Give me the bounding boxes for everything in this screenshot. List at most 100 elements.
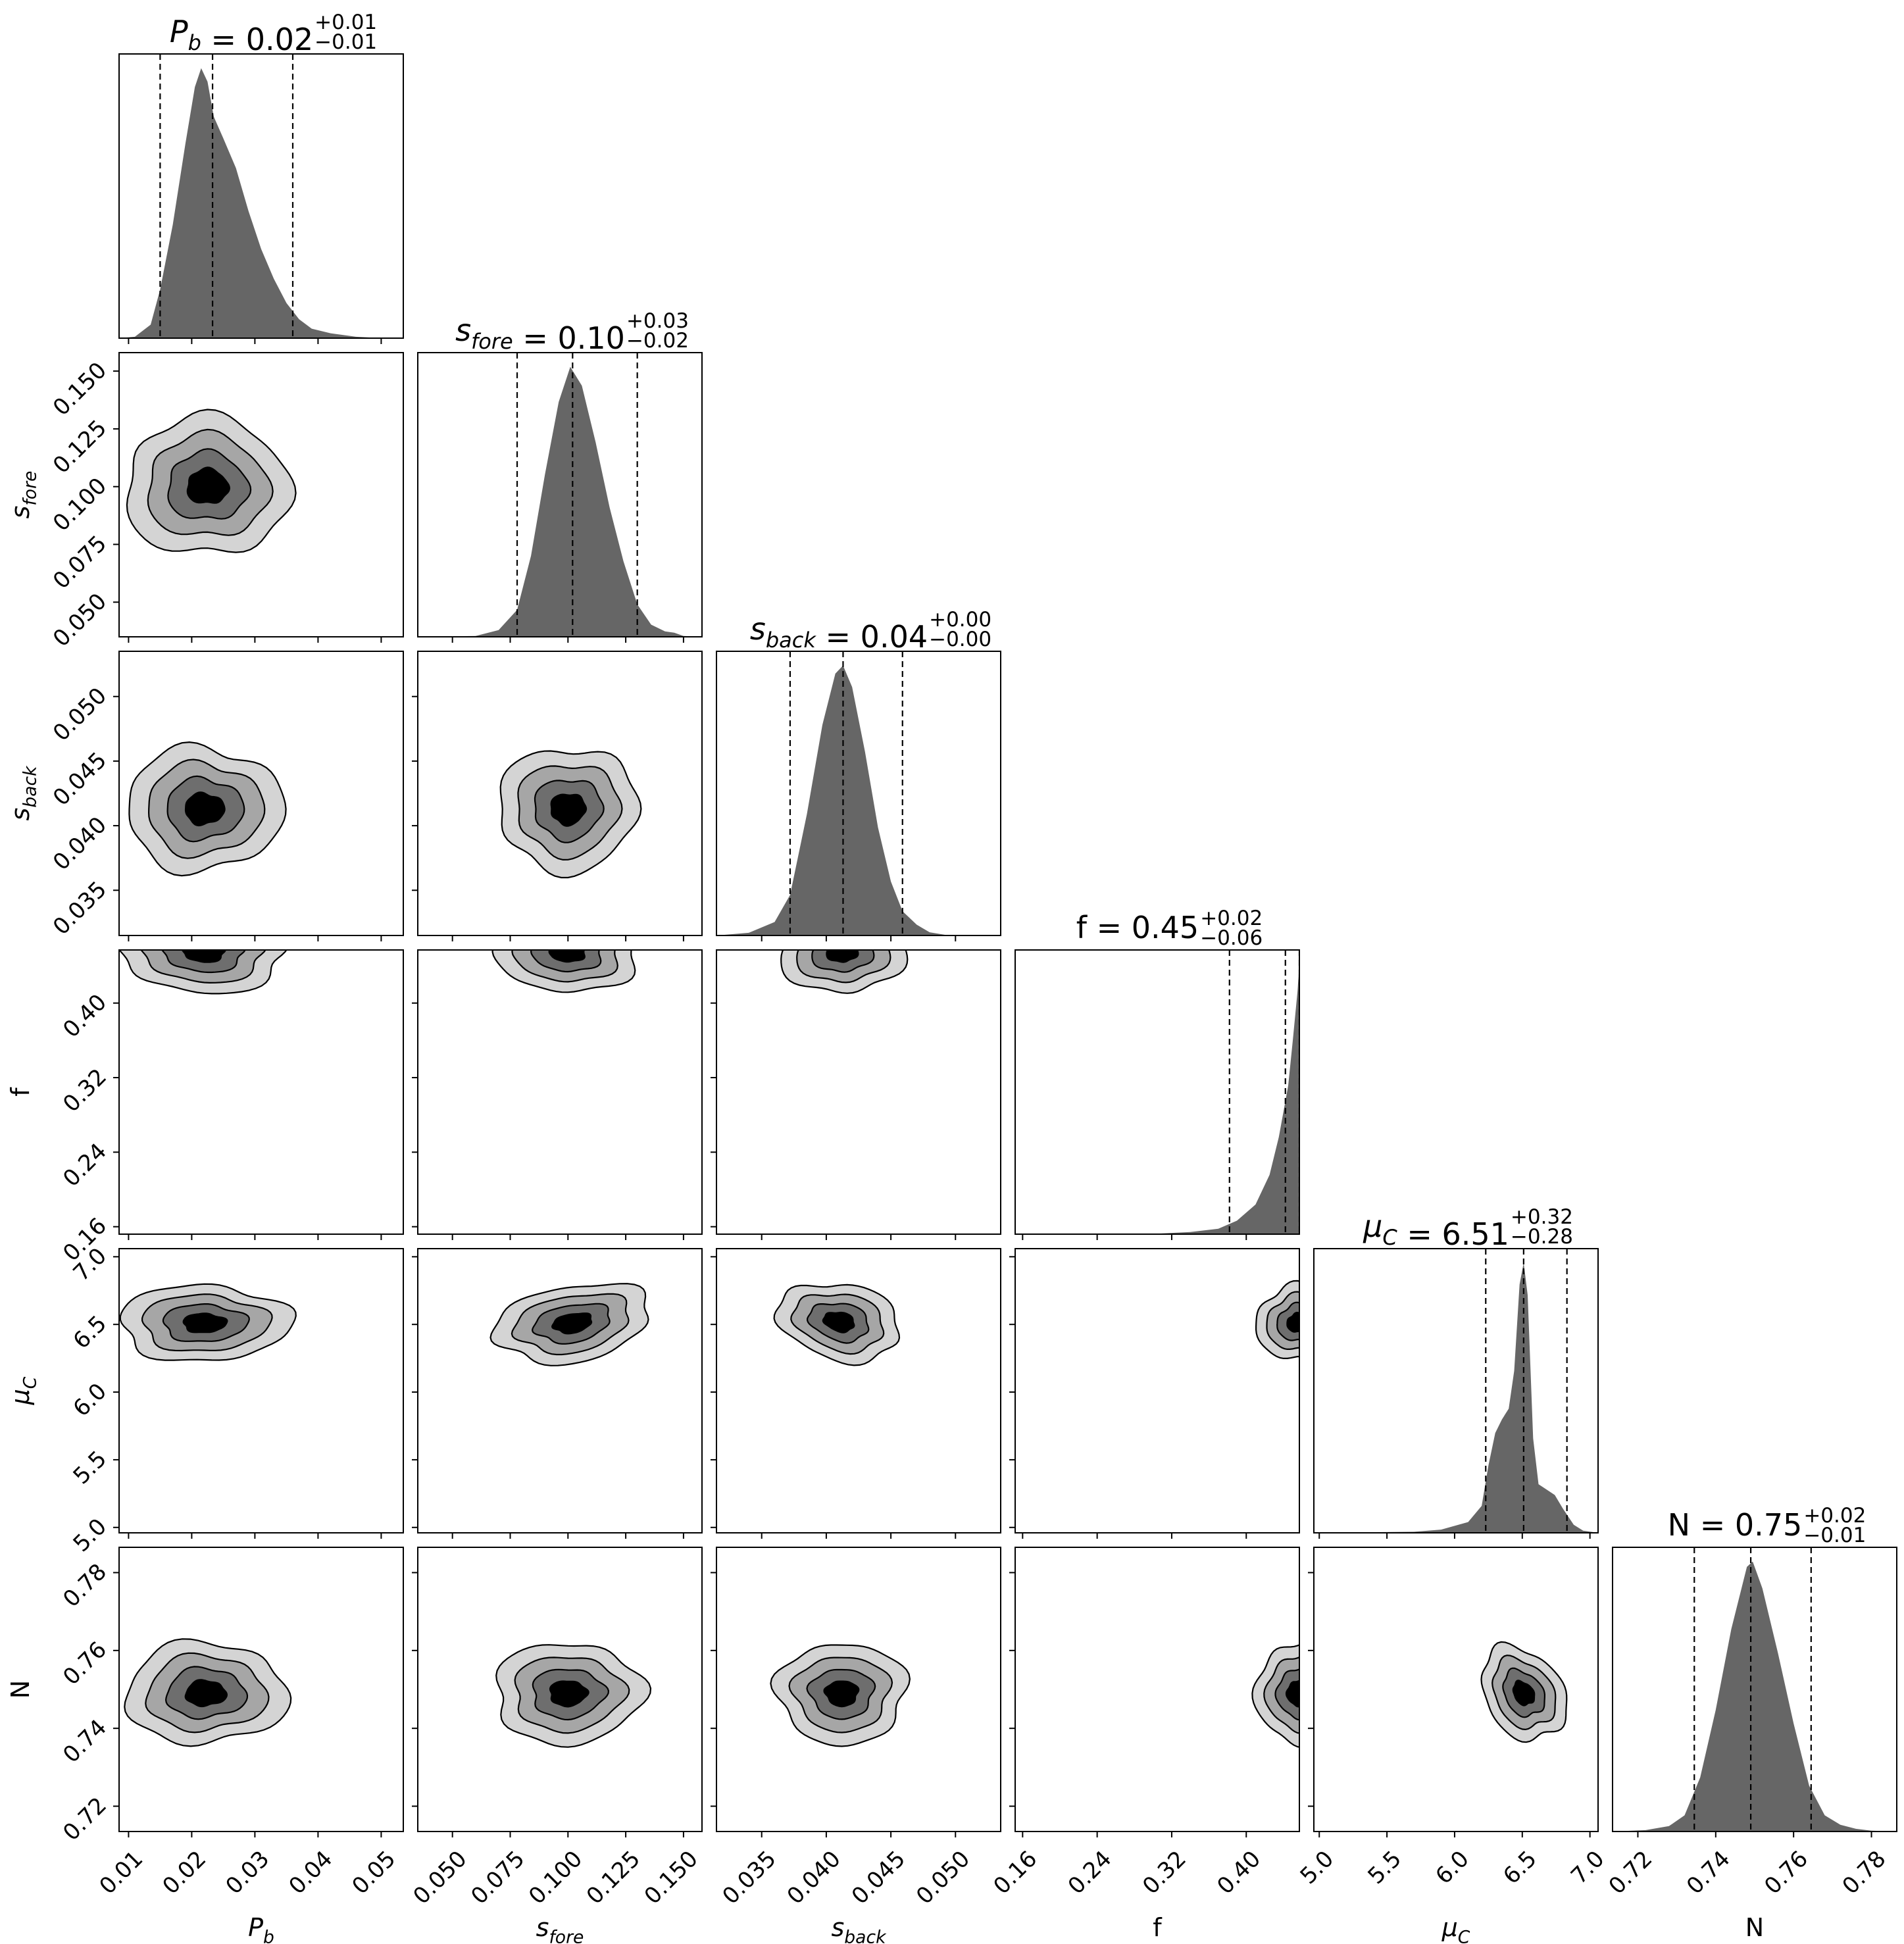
y-tick-label-sback: 0.050	[48, 683, 112, 747]
x-tick-label-Pb: 0.03	[220, 1846, 274, 1900]
panel-frame-3-3	[1015, 949, 1300, 1235]
y-tick-label-sback: 0.035	[48, 876, 112, 940]
svg-text:−0.28: −0.28	[1511, 1225, 1573, 1249]
x-tick-label-sfore: 0.150	[639, 1846, 703, 1910]
panel-frame-1-1	[417, 352, 703, 637]
x-axis-label-sback: sback	[831, 1913, 887, 1944]
panel-frame-4-0	[118, 1248, 404, 1533]
panel-frame-2-0	[118, 651, 404, 936]
panel-frame-2-2	[716, 651, 1001, 936]
panel-frame-4-4	[1313, 1248, 1599, 1533]
y-axis-label-sfore: sfore	[6, 471, 41, 519]
svg-text:0.075: 0.075	[466, 1846, 530, 1910]
svg-text:0.040: 0.040	[48, 812, 112, 876]
y-tick-label-sback: 0.045	[48, 747, 112, 811]
svg-text:0.78: 0.78	[1838, 1846, 1891, 1900]
svg-text:6.0: 6.0	[1430, 1846, 1474, 1890]
svg-text:0.24: 0.24	[1063, 1846, 1117, 1900]
contour-Pb-sfore	[126, 409, 297, 553]
contour-f-N	[1251, 1644, 1299, 1748]
y-tick-label-sfore: 0.050	[48, 588, 112, 652]
x-tick-label-sback: 0.045	[847, 1846, 911, 1910]
contour-level-3	[184, 1679, 228, 1708]
svg-text:Pb = 0.02: Pb = 0.02	[170, 14, 313, 57]
x-tick-label-N: 0.76	[1759, 1846, 1813, 1900]
svg-text:sfore: sfore	[6, 471, 41, 519]
y-tick-label-sfore: 0.075	[48, 530, 112, 594]
histogram-area-muC	[1314, 1262, 1598, 1533]
histogram-area-sback	[716, 665, 1001, 935]
svg-text:0.035: 0.035	[718, 1846, 782, 1910]
svg-text:0.075: 0.075	[48, 530, 112, 594]
y-axis-label-muC: μC	[6, 1376, 41, 1405]
svg-text:0.045: 0.045	[48, 747, 112, 811]
contour-Pb-muC	[119, 1283, 297, 1361]
panel-frame-0-0	[118, 53, 404, 339]
x-tick-label-sfore: 0.125	[582, 1846, 645, 1910]
svg-text:μC = 6.51: μC = 6.51	[1363, 1209, 1509, 1252]
svg-text:−0.06: −0.06	[1200, 926, 1263, 950]
x-tick-label-sfore: 0.050	[408, 1846, 472, 1910]
x-tick-label-N: 0.74	[1682, 1846, 1736, 1900]
svg-text:0.40: 0.40	[58, 989, 112, 1043]
panel-frame-4-3	[1015, 1248, 1300, 1533]
contour-Pb-sback	[128, 741, 287, 877]
panel-frame-2-1	[417, 651, 703, 936]
panel-frame-3-2	[716, 949, 1001, 1235]
histogram-N	[1613, 1547, 1897, 1832]
svg-text:f = 0.45: f = 0.45	[1076, 910, 1199, 945]
svg-text:+0.02: +0.02	[1803, 1504, 1866, 1528]
contour-level-3	[182, 1312, 228, 1333]
contour-muC-N	[1480, 1641, 1568, 1743]
svg-text:0.74: 0.74	[58, 1714, 112, 1768]
contour-Pb-f	[119, 950, 288, 995]
y-tick-label-muC: 6.0	[68, 1378, 113, 1422]
svg-text:6.5: 6.5	[1498, 1846, 1542, 1890]
svg-text:0.76: 0.76	[1759, 1846, 1813, 1900]
y-axis-label-sback: sback	[6, 765, 41, 821]
svg-text:0.32: 0.32	[1138, 1846, 1191, 1900]
contour-level-3	[548, 950, 586, 963]
contour-sfore-N	[495, 1644, 652, 1748]
histogram-area-f	[1015, 964, 1299, 1234]
svg-text:0.72: 0.72	[1604, 1846, 1658, 1900]
svg-text:7.0: 7.0	[1566, 1846, 1610, 1890]
svg-text:0.150: 0.150	[639, 1846, 703, 1910]
svg-text:0.125: 0.125	[48, 415, 112, 479]
x-tick-label-sback: 0.035	[718, 1846, 782, 1910]
contour-level-3	[1512, 1680, 1536, 1707]
x-tick-label-sback: 0.050	[911, 1846, 975, 1910]
y-tick-label-f: 0.24	[58, 1138, 112, 1192]
svg-text:5.0: 5.0	[1295, 1846, 1340, 1890]
contour-level-3	[1286, 1312, 1299, 1333]
y-tick-label-f: 0.32	[58, 1064, 112, 1118]
y-tick-label-f: 0.40	[58, 989, 112, 1043]
x-tick-label-muC: 5.0	[1295, 1846, 1340, 1890]
svg-text:0.045: 0.045	[847, 1846, 911, 1910]
x-tick-label-muC: 5.5	[1363, 1846, 1407, 1890]
x-tick-label-Pb: 0.01	[94, 1846, 148, 1900]
panel-frame-3-1	[417, 949, 703, 1235]
histogram-area-Pb	[119, 68, 403, 338]
panel-title-sback: sback = 0.04 +0.00−0.00	[750, 608, 991, 655]
svg-text:sfore: sfore	[536, 1913, 584, 1944]
x-tick-label-f: 0.40	[1212, 1846, 1266, 1900]
x-axis-label-sfore: sfore	[536, 1913, 584, 1944]
svg-text:0.050: 0.050	[48, 683, 112, 747]
svg-text:0.03: 0.03	[220, 1846, 274, 1900]
svg-text:0.40: 0.40	[1212, 1846, 1266, 1900]
svg-text:N = 0.75: N = 0.75	[1668, 1507, 1803, 1543]
panel-title-sfore: sfore = 0.10 +0.03−0.02	[455, 309, 689, 356]
x-tick-label-sfore: 0.100	[524, 1846, 588, 1910]
x-tick-label-f: 0.16	[988, 1846, 1042, 1900]
svg-text:0.32: 0.32	[58, 1064, 112, 1118]
x-axis-label-Pb: Pb	[248, 1913, 274, 1944]
contour-level-3	[551, 1312, 593, 1335]
svg-text:+0.03: +0.03	[626, 309, 689, 333]
x-tick-label-muC: 7.0	[1566, 1846, 1610, 1890]
contour-f-muC	[1255, 1280, 1299, 1359]
svg-text:−0.01: −0.01	[314, 30, 377, 54]
svg-text:N: N	[1745, 1913, 1764, 1942]
panel-frame-3-0	[118, 949, 404, 1235]
